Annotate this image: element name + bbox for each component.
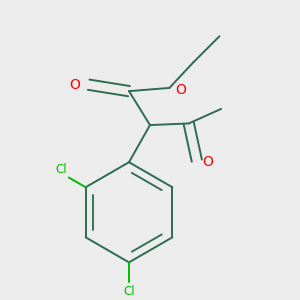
Text: Cl: Cl: [56, 163, 67, 176]
Text: Cl: Cl: [123, 285, 135, 298]
Text: O: O: [70, 78, 80, 92]
Text: O: O: [203, 155, 214, 169]
Text: O: O: [175, 82, 186, 97]
